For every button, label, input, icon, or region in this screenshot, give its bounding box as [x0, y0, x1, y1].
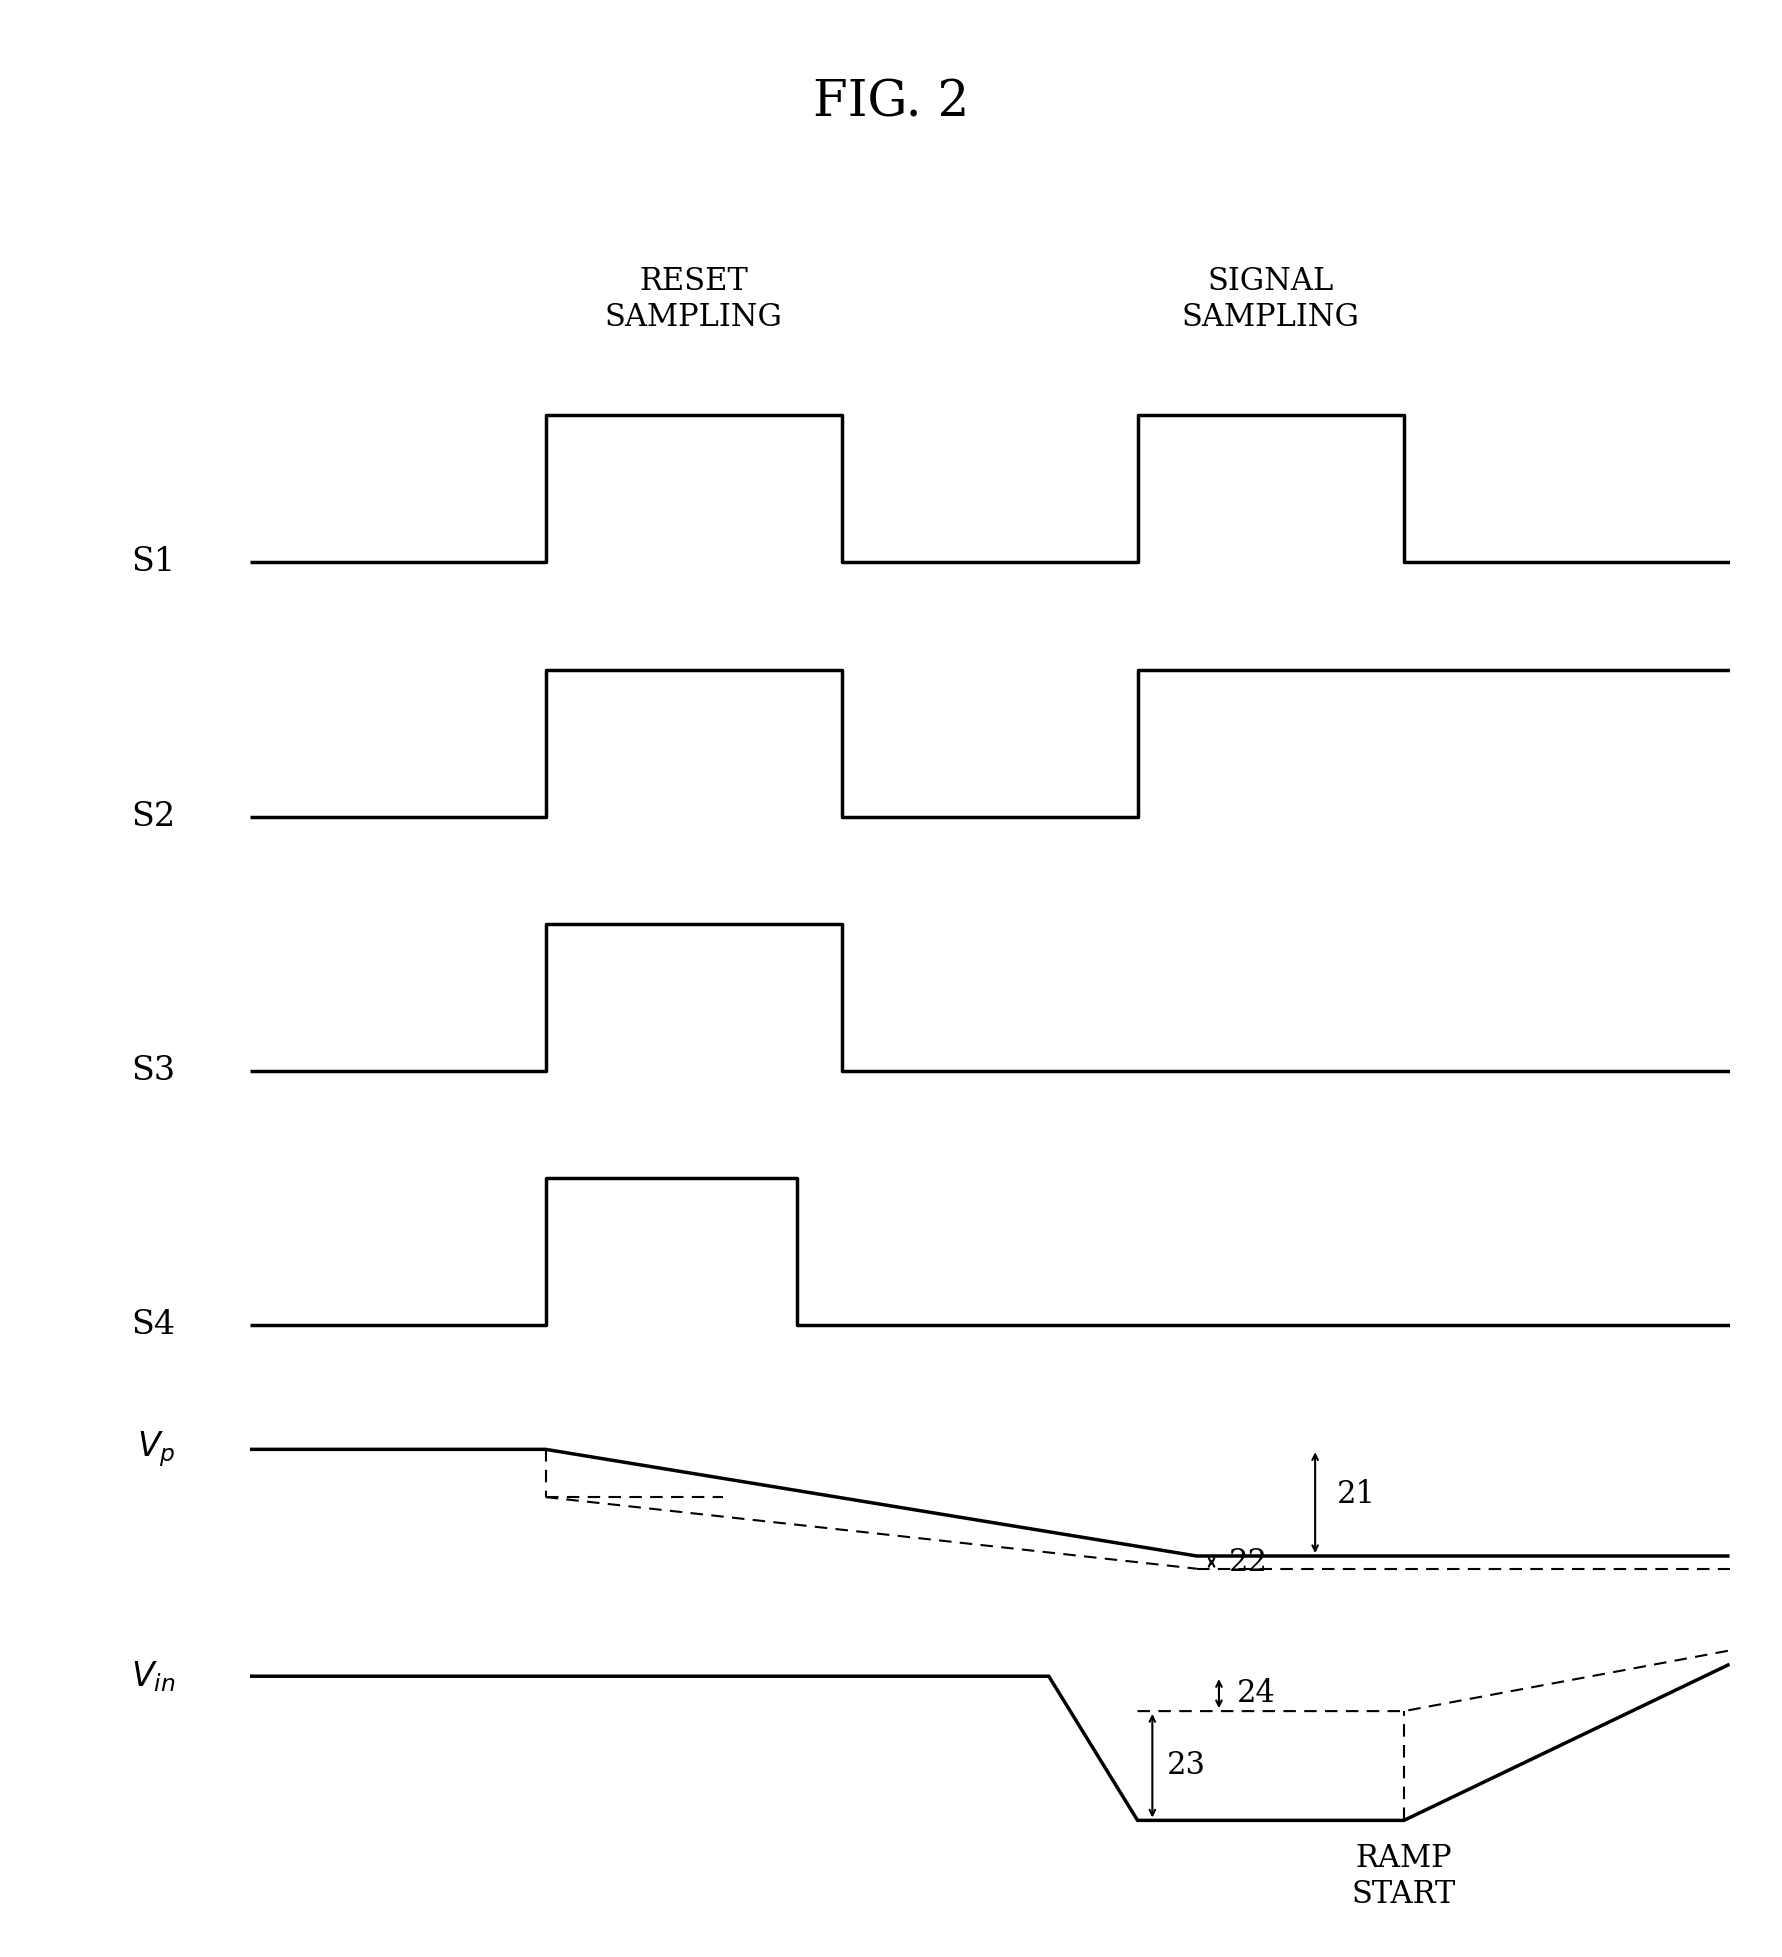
Text: S2: S2: [132, 800, 176, 832]
Text: 22: 22: [1228, 1546, 1267, 1577]
Text: FIG. 2: FIG. 2: [813, 78, 969, 127]
Text: 21: 21: [1336, 1479, 1376, 1511]
Text: RAMP
START: RAMP START: [1351, 1843, 1456, 1910]
Text: 23: 23: [1167, 1750, 1205, 1781]
Text: S4: S4: [132, 1309, 176, 1341]
Text: 24: 24: [1237, 1679, 1274, 1708]
Text: SIGNAL
SAMPLING: SIGNAL SAMPLING: [1181, 266, 1360, 333]
Text: S3: S3: [132, 1055, 176, 1086]
Text: RESET
SAMPLING: RESET SAMPLING: [604, 266, 782, 333]
Text: $V_{in}$: $V_{in}$: [132, 1660, 176, 1693]
Text: S1: S1: [132, 546, 176, 577]
Text: $V_p$: $V_p$: [137, 1429, 176, 1470]
